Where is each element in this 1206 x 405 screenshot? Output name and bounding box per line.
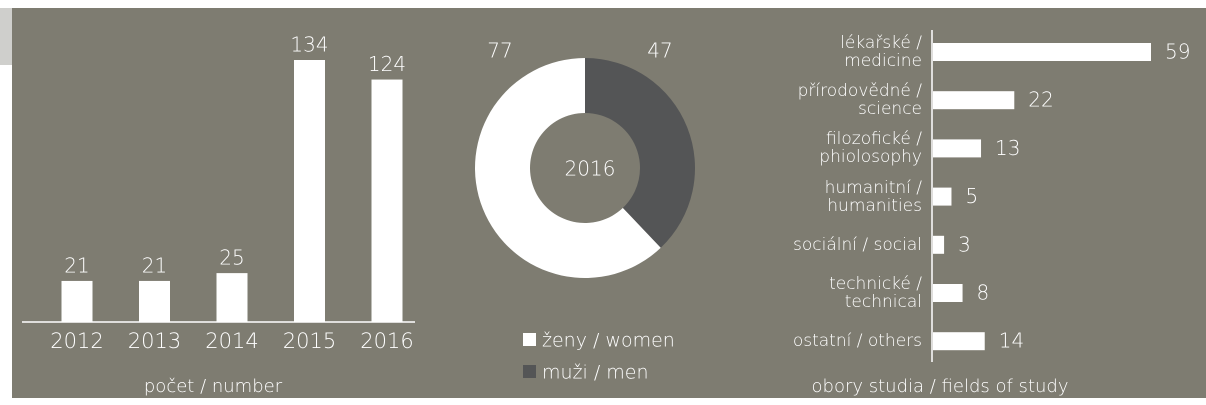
bar [933, 235, 945, 254]
value-label: 22 [1028, 88, 1053, 112]
value-label: 14 [999, 329, 1024, 353]
bar [933, 91, 1015, 110]
x-tick-label: 2013 [128, 329, 181, 353]
value-label: 21 [142, 253, 167, 277]
donut-slice [585, 58, 695, 248]
legend-label: ženy / women [542, 330, 675, 352]
axis-caption: počet / number [144, 376, 283, 397]
value-label: 25 [219, 246, 244, 270]
value-label: 134 [290, 33, 328, 57]
bar [294, 60, 325, 322]
legend-label: muži / men [542, 362, 649, 384]
value-label: 5 [965, 184, 978, 208]
x-tick-label: 2012 [50, 329, 103, 353]
y-tick-label: filozofické / phiolosophy [819, 129, 922, 168]
legend-swatch [523, 333, 536, 346]
value-label: 47 [647, 39, 672, 63]
value-label: 3 [958, 232, 971, 256]
x-tick-label: 2015 [283, 329, 336, 353]
value-label: 13 [995, 136, 1020, 160]
value-label: 77 [487, 39, 512, 63]
y-tick-label: přírodovědné / science [797, 81, 922, 120]
value-label: 21 [64, 253, 89, 277]
axis-caption: obory studia / fields of study [812, 376, 1069, 397]
y-tick-label: lékařské / medicine [840, 33, 922, 71]
bar [933, 284, 963, 302]
x-tick-label: 2016 [360, 329, 413, 353]
bar [933, 139, 982, 158]
donut-center-label: 2016 [565, 157, 616, 181]
value-label: 124 [368, 52, 406, 76]
bar [216, 273, 248, 322]
bar [61, 280, 93, 322]
y-tick-label: humanitní / humanities [824, 177, 922, 216]
bar [933, 187, 952, 206]
y-tick-label: technické / technical [829, 274, 922, 312]
value-label: 8 [977, 281, 990, 305]
value-label: 59 [1165, 40, 1190, 64]
bar [933, 43, 1151, 61]
donut-slice [475, 58, 661, 278]
x-tick-label: 2014 [205, 329, 258, 353]
bar [371, 79, 403, 322]
corner-block [0, 8, 12, 65]
legend-swatch [523, 365, 536, 378]
bar [933, 332, 985, 351]
bar [139, 280, 170, 322]
y-tick-label: ostatní / others [792, 331, 922, 352]
y-tick-label: sociální / social [793, 234, 922, 255]
